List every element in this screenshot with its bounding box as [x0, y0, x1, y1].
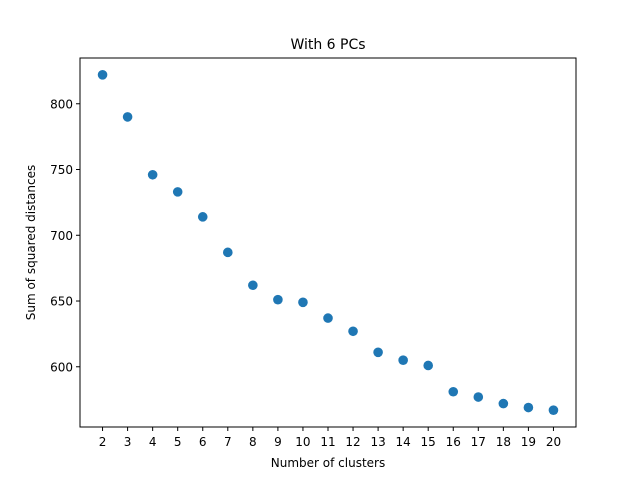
- y-tick-label: 750: [50, 163, 73, 177]
- x-tick-label: 3: [124, 435, 132, 449]
- data-point-9: [323, 313, 333, 323]
- data-points: [97, 70, 559, 415]
- x-tick-label: 14: [396, 435, 411, 449]
- x-tick-label: 5: [174, 435, 182, 449]
- data-point-6: [248, 280, 258, 291]
- data-point-8: [298, 297, 308, 308]
- data-point-3: [172, 187, 183, 197]
- data-point-12: [398, 355, 408, 366]
- data-point-18: [548, 405, 559, 415]
- data-point-5: [223, 247, 233, 258]
- data-point-16: [498, 398, 509, 409]
- data-point-2: [147, 169, 158, 180]
- x-tick-label: 20: [546, 435, 561, 449]
- x-axis-label: Number of clusters: [271, 456, 385, 470]
- plot-area: [79, 57, 577, 428]
- x-tick-label: 16: [446, 435, 461, 449]
- x-tick-label: 6: [199, 435, 207, 449]
- x-tick-label: 13: [370, 435, 385, 449]
- y-axis-ticks: 600 650 700 750 800: [50, 97, 80, 374]
- x-tick-label: 17: [471, 435, 486, 449]
- y-tick-label: 600: [50, 360, 73, 374]
- data-point-1: [122, 112, 133, 122]
- data-point-14: [448, 386, 459, 397]
- data-point-15: [473, 392, 484, 402]
- data-point-4: [197, 212, 208, 222]
- y-tick-label: 700: [50, 229, 73, 243]
- y-axis-label: Sum of squared distances: [24, 165, 38, 321]
- data-point-17: [523, 402, 534, 413]
- x-tick-label: 8: [249, 435, 257, 449]
- data-point-11: [373, 347, 383, 358]
- data-point-10: [348, 326, 358, 337]
- x-tick-label: 4: [149, 435, 157, 449]
- x-tick-label: 7: [224, 435, 232, 449]
- x-tick-label: 2: [99, 435, 107, 449]
- x-axis-ticks: 2 3 4 5 6 7 8 9 10 11 12 13 14 15 16 17 18 19 20: [99, 427, 561, 449]
- x-tick-label: 11: [320, 435, 335, 449]
- x-tick-label: 18: [496, 435, 511, 449]
- y-tick-label: 650: [50, 295, 73, 309]
- y-tick-label: 800: [50, 97, 73, 111]
- data-point-13: [423, 360, 434, 371]
- x-tick-label: 15: [421, 435, 436, 449]
- data-point-0: [97, 70, 108, 80]
- chart-title: With 6 PCs: [290, 37, 365, 53]
- plot-frame: [79, 57, 577, 428]
- x-tick-label: 9: [274, 435, 282, 449]
- x-tick-label: 12: [345, 435, 360, 449]
- x-tick-label: 10: [295, 435, 310, 449]
- data-point-7: [273, 294, 283, 305]
- x-tick-label: 19: [521, 435, 536, 449]
